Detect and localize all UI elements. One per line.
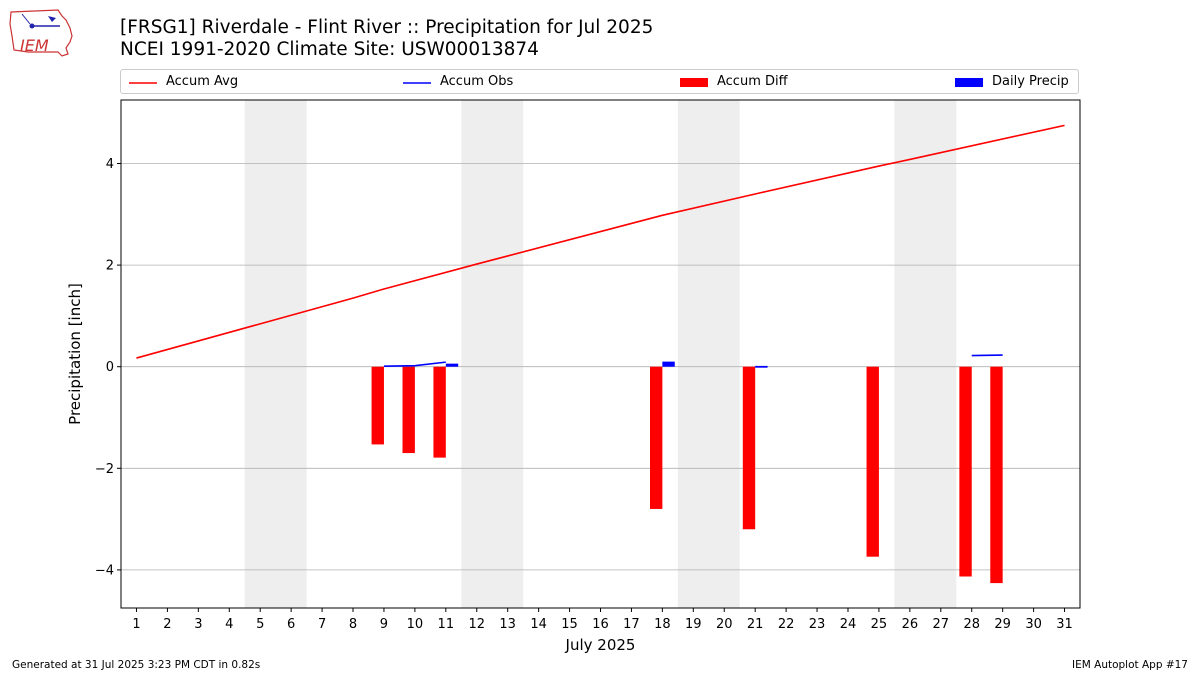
accum-diff-bar — [649, 366, 663, 509]
x-tick-label: 18 — [654, 617, 671, 632]
legend-label: Accum Diff — [717, 74, 788, 89]
chart-title-line2: NCEI 1991-2020 Climate Site: USW00013874 — [120, 39, 539, 60]
accum-diff-bar — [742, 366, 756, 530]
x-tick-label: 17 — [623, 617, 640, 632]
iem-logo: IEM — [8, 6, 80, 58]
x-tick-label: 31 — [1056, 617, 1073, 632]
accum-diff-bar — [959, 366, 972, 577]
accum-obs-line — [971, 354, 1003, 357]
accum-diff-bar — [990, 366, 1003, 584]
x-tick-label: 5 — [256, 617, 264, 632]
x-axis-label: July 2025 — [565, 636, 636, 654]
x-tick-label: 24 — [840, 617, 857, 632]
weekend-band — [461, 100, 524, 608]
x-tick-label: 16 — [592, 617, 609, 632]
y-tick-label: 0 — [106, 360, 114, 375]
x-tick-label: 29 — [994, 617, 1011, 632]
x-tick-label: 13 — [499, 617, 516, 632]
y-tick-label: 4 — [106, 157, 114, 172]
x-tick-label: 15 — [561, 617, 578, 632]
x-tick-label: 21 — [747, 617, 764, 632]
app-credit: IEM Autoplot App #17 — [1072, 659, 1188, 671]
accum-diff-bar — [433, 366, 446, 458]
daily-precip-bar — [662, 361, 675, 367]
weekend-band — [677, 100, 740, 608]
chart-title-line1: [FRSG1] Riverdale - Flint River :: Preci… — [120, 17, 654, 38]
x-tick-label: 19 — [685, 617, 702, 632]
legend-label: Accum Obs — [440, 74, 514, 89]
x-tick-label: 20 — [716, 617, 733, 632]
legend-item-daily-precip: Daily Precip — [953, 73, 1078, 91]
daily-precip-bar — [445, 363, 459, 367]
x-tick-label: 14 — [530, 617, 547, 632]
x-tick-label: 2 — [163, 617, 171, 632]
weekend-band — [244, 100, 307, 608]
x-tick-label: 10 — [407, 617, 424, 632]
chart-title: [FRSG1] Riverdale - Flint River :: Preci… — [120, 17, 653, 61]
x-tick-label: 6 — [287, 617, 295, 632]
generated-timestamp: Generated at 31 Jul 2025 3:23 PM CDT in … — [12, 659, 261, 671]
legend-item-accum-avg: Accum Avg — [127, 73, 267, 91]
x-tick-label: 3 — [194, 617, 202, 632]
x-tick-label: 8 — [349, 617, 357, 632]
accum-diff-bar — [371, 366, 384, 445]
chart-legend: Accum Avg Accum Obs Accum Diff Daily Pre… — [120, 69, 1079, 94]
accum-avg-line — [136, 124, 1065, 359]
accum-diff-bar — [402, 366, 415, 454]
iem-logo-text: IEM — [20, 36, 49, 55]
accum-diff-bar — [866, 366, 879, 557]
y-tick-label: 2 — [106, 259, 114, 274]
x-tick-label: 30 — [1025, 617, 1042, 632]
x-tick-label: 27 — [933, 617, 950, 632]
x-tick-label: 22 — [778, 617, 795, 632]
legend-label: Accum Avg — [166, 74, 239, 89]
accum-obs-line — [383, 361, 446, 367]
legend-item-accum-diff: Accum Diff — [678, 73, 818, 91]
x-tick-label: 28 — [963, 617, 980, 632]
y-tick-label: −4 — [95, 563, 114, 578]
y-tick-label: −2 — [95, 462, 114, 477]
x-tick-label: 25 — [871, 617, 888, 632]
x-tick-label: 23 — [809, 617, 826, 632]
x-tick-label: 1 — [132, 617, 140, 632]
x-tick-label: 11 — [438, 617, 455, 632]
weekend-band — [894, 100, 957, 608]
legend-label: Daily Precip — [992, 74, 1069, 89]
x-tick-label: 26 — [902, 617, 919, 632]
x-tick-label: 9 — [380, 617, 388, 632]
x-tick-label: 7 — [318, 617, 326, 632]
x-tick-label: 12 — [468, 617, 485, 632]
y-axis-label: Precipitation [inch] — [66, 283, 84, 425]
legend-item-accum-obs: Accum Obs — [401, 73, 541, 91]
x-tick-label: 4 — [225, 617, 233, 632]
